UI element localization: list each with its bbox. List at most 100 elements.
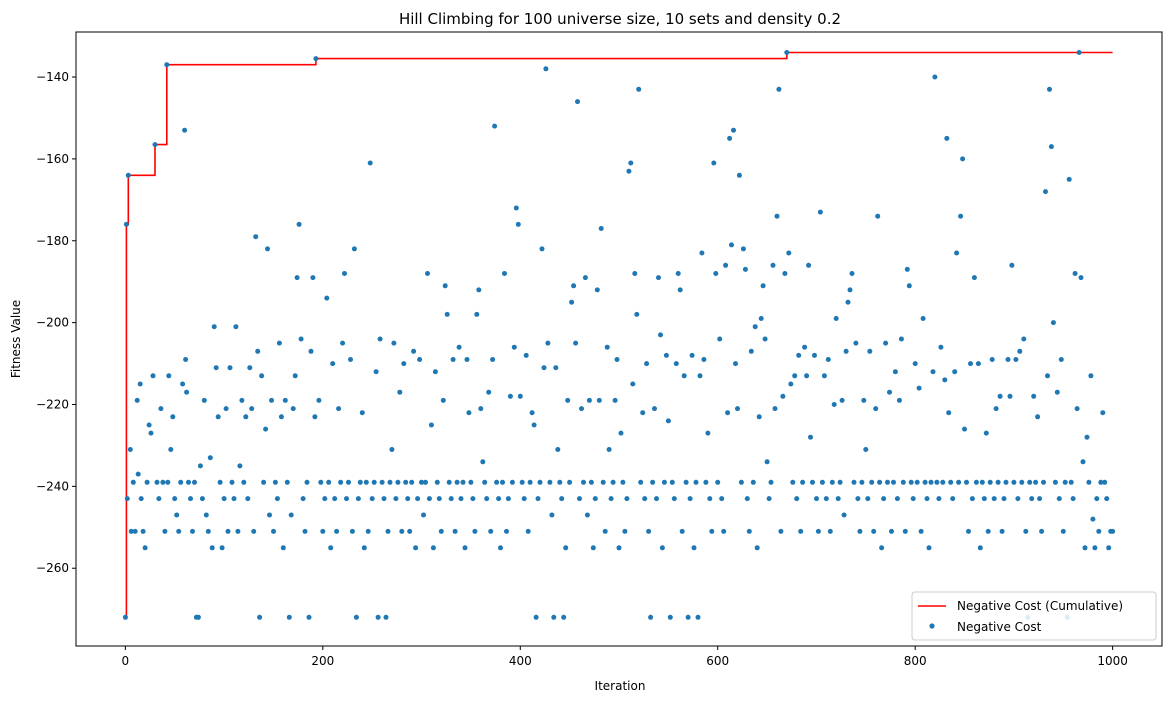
scatter-point-225 xyxy=(557,479,563,485)
scatter-point-44 xyxy=(199,496,205,502)
scatter-point-254 xyxy=(614,357,620,362)
scatter-point-410 xyxy=(922,479,928,485)
scatter-point-136 xyxy=(381,496,387,502)
scatter-point-7 xyxy=(132,528,138,534)
scatter-point-198 xyxy=(504,528,509,534)
scatter-point-151 xyxy=(411,348,417,354)
scatter-point-170 xyxy=(448,496,454,502)
plot-frame xyxy=(75,31,1163,647)
scatter-point-213 xyxy=(533,614,539,620)
scatter-point-173 xyxy=(454,479,460,485)
scatter-point-192 xyxy=(492,123,498,129)
scatter-point-250 xyxy=(606,447,612,452)
scatter-point-232 xyxy=(571,283,577,289)
scatter-point-98 xyxy=(306,614,312,620)
scatter-point-354 xyxy=(812,352,817,358)
scatter-point-128 xyxy=(365,528,371,534)
scatter-point-181 xyxy=(470,496,476,502)
scatter-point-408 xyxy=(918,528,924,534)
scatter-point-418 xyxy=(938,344,944,350)
scatter-point-305 xyxy=(715,479,721,485)
scatter-point-351 xyxy=(806,262,812,268)
scatter-point-155 xyxy=(419,479,424,485)
scatter-point-292 xyxy=(689,352,695,358)
scatter-point-100 xyxy=(310,275,316,281)
scatter-point-229 xyxy=(565,397,571,403)
scatter-point-364 xyxy=(831,402,837,407)
scatter-point-126 xyxy=(361,545,367,551)
scatter-point-23 xyxy=(162,528,168,534)
scatter-point-143 xyxy=(395,479,401,485)
scatter-point-252 xyxy=(610,479,616,485)
scatter-point-34 xyxy=(182,127,188,133)
scatter-point-302 xyxy=(709,528,715,534)
scatter-point-484 xyxy=(1068,479,1074,485)
scatter-point-220 xyxy=(547,479,553,485)
scatter-point-356 xyxy=(815,528,821,534)
scatter-point-321 xyxy=(746,528,752,534)
scatter-point-413 xyxy=(928,479,934,485)
scatter-point-361 xyxy=(825,357,831,362)
scatter-point-282 xyxy=(669,479,675,485)
scatter-point-445 xyxy=(991,496,997,502)
scatter-point-340 xyxy=(784,50,790,55)
scatter-point-310 xyxy=(725,410,731,416)
scatter-point-87 xyxy=(284,479,290,485)
scatter-point-341 xyxy=(786,250,792,256)
scatter-point-30 xyxy=(174,512,180,518)
scatter-point-73 xyxy=(257,614,263,620)
scatter-point-385 xyxy=(873,406,879,412)
scatter-point-273 xyxy=(652,406,657,412)
scatter-point-349 xyxy=(802,344,808,350)
scatter-point-406 xyxy=(914,479,920,485)
scatter-point-27 xyxy=(168,447,174,452)
scatter-point-194 xyxy=(496,496,502,502)
scatter-point-463 xyxy=(1027,479,1033,485)
scatter-point-22 xyxy=(160,479,166,485)
scatter-point-275 xyxy=(656,275,661,281)
scatter-point-101 xyxy=(312,414,318,420)
scatter-point-210 xyxy=(527,479,533,485)
scatter-point-437 xyxy=(975,361,981,367)
scatter-point-495 xyxy=(1090,516,1096,522)
y-tick-label: −220 xyxy=(36,397,69,411)
scatter-point-424 xyxy=(950,496,956,502)
scatter-point-61 xyxy=(233,324,239,330)
x-tick-label: 200 xyxy=(311,654,334,668)
scatter-point-242 xyxy=(590,545,596,551)
scatter-point-32 xyxy=(178,479,184,485)
scatter-point-20 xyxy=(156,496,162,502)
scatter-point-216 xyxy=(539,246,545,252)
scatter-point-465 xyxy=(1031,393,1037,399)
scatter-point-49 xyxy=(209,545,215,551)
scatter-point-245 xyxy=(596,397,602,403)
scatter-point-115 xyxy=(340,340,346,346)
scatter-point-154 xyxy=(417,357,423,362)
scatter-point-478 xyxy=(1056,496,1062,502)
scatter-point-8 xyxy=(134,397,140,403)
scatter-point-67 xyxy=(245,496,251,502)
scatter-point-94 xyxy=(298,336,304,342)
scatter-point-199 xyxy=(505,496,511,502)
scatter-point-2 xyxy=(125,172,131,178)
scatter-point-314 xyxy=(733,361,738,367)
scatter-point-160 xyxy=(428,422,434,428)
scatter-point-490 xyxy=(1080,459,1086,465)
scatter-point-4 xyxy=(127,447,133,452)
scatter-point-125 xyxy=(359,410,365,416)
scatter-point-502 xyxy=(1104,496,1110,502)
scatter-point-365 xyxy=(833,316,839,321)
scatter-point-400 xyxy=(902,528,908,534)
scatter-point-167 xyxy=(442,283,448,289)
scatter-point-66 xyxy=(243,414,249,420)
scatter-point-359 xyxy=(821,373,827,379)
scatter-point-429 xyxy=(960,156,966,162)
scatter-point-93 xyxy=(296,221,302,227)
scatter-point-83 xyxy=(276,340,282,346)
legend-box xyxy=(911,591,1157,641)
scatter-point-459 xyxy=(1019,479,1025,485)
scatter-point-247 xyxy=(600,479,606,485)
scatter-point-140 xyxy=(389,447,395,452)
scatter-point-248 xyxy=(602,528,608,534)
